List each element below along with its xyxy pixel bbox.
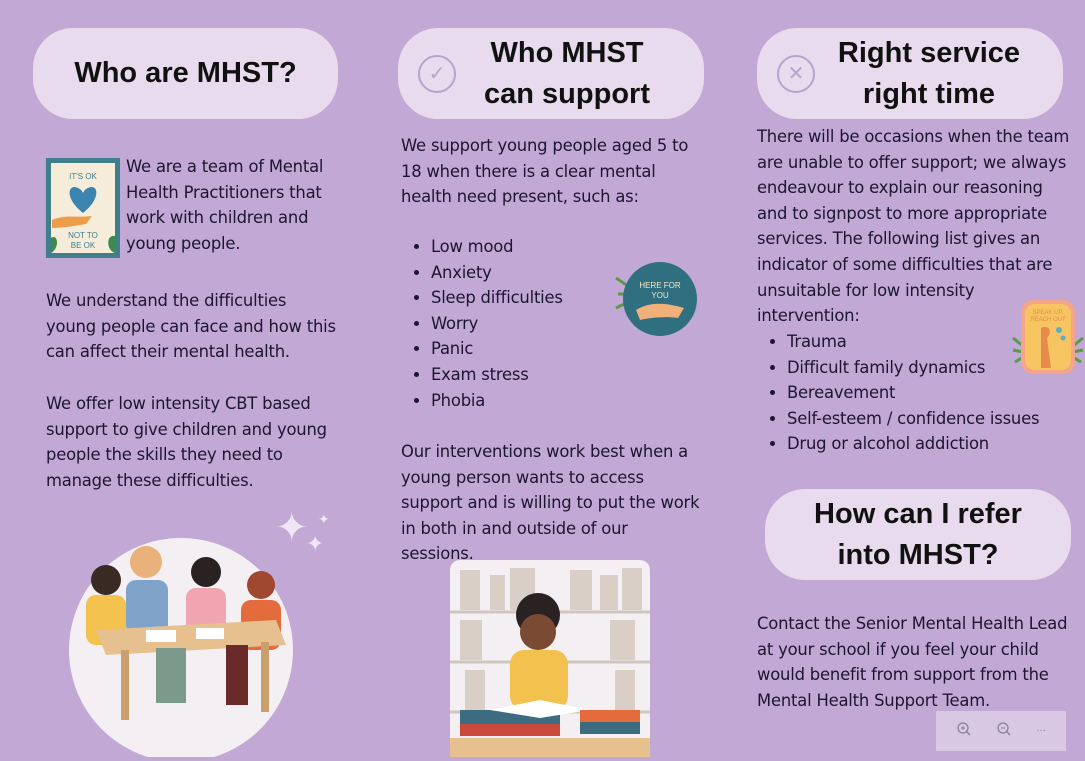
col1-para2: We understand the difficulties young peo… [46, 288, 338, 365]
heading-text: Who MHST [490, 36, 644, 69]
students-table-illustration [66, 530, 296, 761]
heading-text: can support [484, 77, 650, 110]
its-ok-sticker: IT'S OK NOT TO BE OK [46, 158, 120, 258]
heading-text: into MHST? [837, 538, 999, 571]
list-item: Phobia [431, 388, 621, 414]
heading-text: Right service [837, 36, 1021, 69]
unsuitable-list: Trauma Difficult family dynamics Bereave… [757, 329, 1067, 457]
col1-intro: We are a team of Mental Health Practitio… [126, 154, 336, 256]
para-text: We understand the difficulties young peo… [46, 291, 336, 362]
list-item: Exam stress [431, 362, 621, 388]
sticker-text: IT'S OK [69, 172, 97, 181]
more-icon[interactable]: ··· [1036, 725, 1046, 737]
here-for-you-sticker: HERE FOR YOU [614, 258, 700, 340]
list-item: Low mood [431, 234, 621, 260]
support-list: Low mood Anxiety Sleep difficulties Worr… [401, 234, 621, 413]
zoom-out-icon[interactable] [996, 721, 1012, 741]
heading-text: right time [862, 77, 996, 110]
intro-text: There will be occasions when the team ar… [757, 127, 1070, 326]
sparkle-icon: ✦ [306, 532, 325, 557]
check-circle-icon: ✓ [418, 54, 456, 93]
col3-intro: There will be occasions when the team ar… [757, 124, 1075, 329]
heading-text: Who are MHST? [74, 57, 297, 89]
x-circle-icon: ✕ [777, 54, 815, 93]
intro-text: We support young people aged 5 to 18 whe… [401, 136, 689, 207]
svg-text:YOU: YOU [651, 291, 669, 300]
list-item: Sleep difficulties [431, 285, 621, 311]
svg-text:SPEAK UP,: SPEAK UP, [1033, 310, 1064, 316]
intro-text: We are a team of Mental Health Practitio… [126, 157, 324, 253]
svg-text:NOT TO: NOT TO [68, 231, 98, 240]
svg-text:BE OK: BE OK [71, 241, 96, 250]
list-item: Trauma [787, 329, 1067, 355]
svg-text:HERE FOR: HERE FOR [639, 281, 681, 290]
zoom-in-icon[interactable] [956, 721, 972, 741]
heading-how-can-i-refer: How can I refer into MHST? [765, 489, 1071, 580]
col2-intro: We support young people aged 5 to 18 whe… [401, 133, 701, 210]
col3-list: Trauma Difficult family dynamics Bereave… [757, 329, 1067, 457]
heading-right-service-right-time: ✕ Right service right time [757, 28, 1063, 119]
list-item: Worry [431, 311, 621, 337]
sparkle-icon: ✦ [318, 512, 330, 528]
col2-list: Low mood Anxiety Sleep difficulties Worr… [401, 234, 621, 413]
heading-who-are-mhst: Who are MHST? [33, 28, 338, 119]
sparkle-icon: ✦ [275, 505, 309, 551]
para-text: We offer low intensity CBT based support… [46, 394, 327, 490]
speak-up-sticker: SPEAK UP, REACH OUT [1011, 298, 1085, 376]
list-item: Bereavement [787, 380, 1067, 406]
list-item: Difficult family dynamics [787, 355, 1067, 381]
student-reading-illustration [450, 560, 650, 757]
col1-para3: We offer low intensity CBT based support… [46, 391, 336, 493]
para-text: Contact the Senior Mental Health Lead at… [757, 614, 1068, 710]
col3-para2: Contact the Senior Mental Health Lead at… [757, 611, 1075, 713]
list-item: Drug or alcohol addiction [787, 431, 1067, 457]
svg-text:REACH OUT: REACH OUT [1030, 317, 1066, 323]
list-item: Self-esteem / confidence issues [787, 406, 1067, 432]
viewer-toolbar: ··· [936, 711, 1066, 751]
col2-para2: Our interventions work best when a young… [401, 439, 703, 567]
list-item: Panic [431, 336, 621, 362]
list-item: Anxiety [431, 260, 621, 286]
heading-text: How can I refer [814, 497, 1022, 530]
heading-who-mhst-can-support: ✓ Who MHST can support [398, 28, 704, 119]
para-text: Our interventions work best when a young… [401, 442, 700, 564]
